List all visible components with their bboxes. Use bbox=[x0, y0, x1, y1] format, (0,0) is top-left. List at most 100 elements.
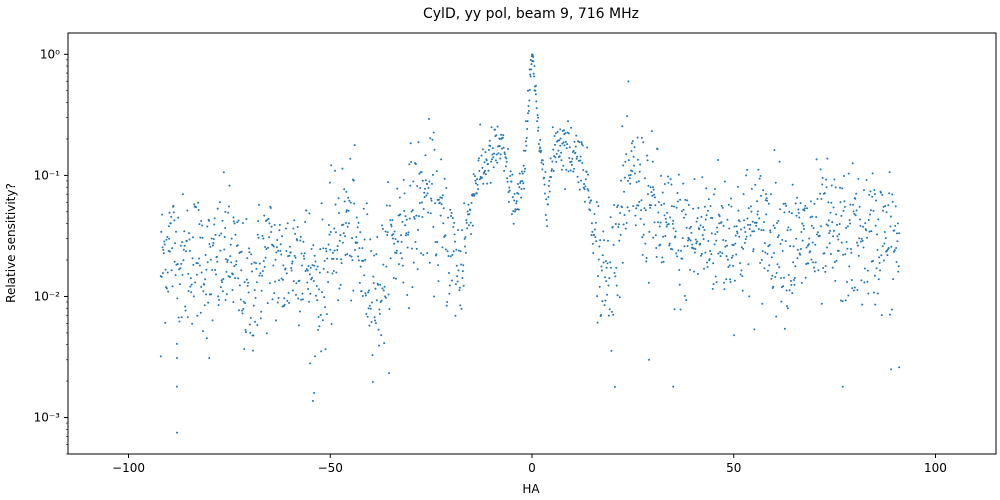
data-point bbox=[391, 237, 394, 240]
data-point bbox=[267, 217, 270, 220]
data-point bbox=[252, 334, 255, 337]
data-point bbox=[348, 199, 351, 202]
data-point bbox=[491, 153, 494, 156]
data-point bbox=[576, 175, 579, 178]
data-point bbox=[495, 153, 498, 156]
data-point bbox=[894, 224, 897, 227]
data-point bbox=[371, 380, 374, 383]
data-point bbox=[560, 159, 563, 162]
data-point bbox=[185, 250, 188, 253]
data-point bbox=[852, 289, 855, 292]
data-point bbox=[875, 267, 878, 270]
data-point bbox=[838, 233, 841, 236]
data-point bbox=[177, 316, 180, 319]
data-point bbox=[399, 252, 402, 255]
data-point bbox=[594, 236, 597, 239]
data-point bbox=[231, 288, 234, 291]
data-point bbox=[351, 236, 354, 239]
data-point bbox=[446, 250, 449, 253]
data-point bbox=[723, 180, 726, 183]
data-point bbox=[848, 219, 851, 222]
data-point bbox=[565, 147, 568, 150]
data-point bbox=[842, 253, 845, 256]
data-point bbox=[254, 297, 257, 299]
data-point bbox=[789, 228, 792, 231]
data-point bbox=[742, 247, 745, 250]
data-point bbox=[841, 187, 844, 190]
data-point bbox=[563, 188, 566, 191]
data-point bbox=[431, 138, 434, 141]
data-point bbox=[410, 161, 413, 164]
data-point bbox=[249, 316, 252, 319]
data-point bbox=[191, 257, 194, 260]
data-point bbox=[349, 157, 352, 160]
data-point bbox=[780, 300, 783, 303]
data-point bbox=[813, 270, 816, 273]
data-point bbox=[367, 291, 370, 294]
data-point bbox=[788, 289, 791, 292]
data-point bbox=[737, 209, 740, 212]
data-point bbox=[804, 204, 807, 207]
data-point bbox=[228, 184, 231, 187]
data-point bbox=[816, 233, 819, 236]
data-point bbox=[241, 312, 244, 315]
data-point bbox=[303, 252, 306, 255]
data-point bbox=[261, 234, 264, 237]
data-point bbox=[675, 206, 678, 209]
data-point bbox=[407, 307, 410, 310]
data-point bbox=[510, 213, 513, 216]
data-point bbox=[706, 265, 709, 268]
data-point bbox=[862, 246, 865, 249]
data-point bbox=[312, 280, 315, 283]
data-point bbox=[159, 355, 162, 358]
data-point bbox=[484, 169, 486, 172]
data-point bbox=[781, 238, 784, 241]
data-point bbox=[779, 208, 782, 211]
data-point bbox=[495, 134, 498, 137]
data-point bbox=[449, 208, 452, 211]
data-point bbox=[170, 269, 173, 272]
data-point bbox=[761, 250, 764, 253]
data-point bbox=[317, 288, 320, 291]
data-point bbox=[646, 159, 649, 162]
data-point bbox=[294, 232, 297, 235]
data-point bbox=[390, 223, 393, 226]
data-point bbox=[185, 240, 188, 243]
data-point bbox=[686, 239, 689, 242]
data-point bbox=[801, 239, 804, 242]
data-point bbox=[831, 266, 834, 269]
data-point bbox=[313, 264, 316, 267]
data-point bbox=[283, 303, 286, 306]
data-point bbox=[741, 289, 744, 292]
data-point bbox=[181, 273, 184, 276]
data-point bbox=[253, 289, 256, 292]
x-tick-label: 50 bbox=[726, 461, 741, 475]
data-point bbox=[435, 170, 438, 173]
data-point bbox=[278, 229, 281, 232]
data-point bbox=[337, 211, 340, 214]
data-point bbox=[452, 250, 455, 253]
data-point bbox=[768, 243, 771, 246]
data-point bbox=[778, 266, 781, 269]
data-point bbox=[392, 233, 395, 236]
data-point bbox=[404, 224, 407, 227]
data-point bbox=[729, 197, 732, 200]
data-point bbox=[580, 179, 583, 182]
data-point bbox=[602, 261, 605, 264]
data-point bbox=[471, 194, 474, 197]
data-point bbox=[441, 194, 444, 197]
data-point bbox=[279, 243, 282, 246]
data-point bbox=[880, 254, 883, 257]
data-point bbox=[615, 284, 618, 287]
data-point bbox=[897, 270, 900, 273]
data-point bbox=[184, 305, 187, 308]
data-point bbox=[530, 68, 533, 71]
data-point bbox=[656, 221, 659, 224]
data-point bbox=[341, 241, 344, 244]
data-point bbox=[816, 231, 819, 234]
y-tick-label: 10⁰ bbox=[40, 47, 60, 61]
data-point bbox=[445, 187, 448, 190]
data-point bbox=[202, 290, 205, 293]
data-point bbox=[885, 211, 888, 214]
data-point bbox=[801, 222, 804, 225]
